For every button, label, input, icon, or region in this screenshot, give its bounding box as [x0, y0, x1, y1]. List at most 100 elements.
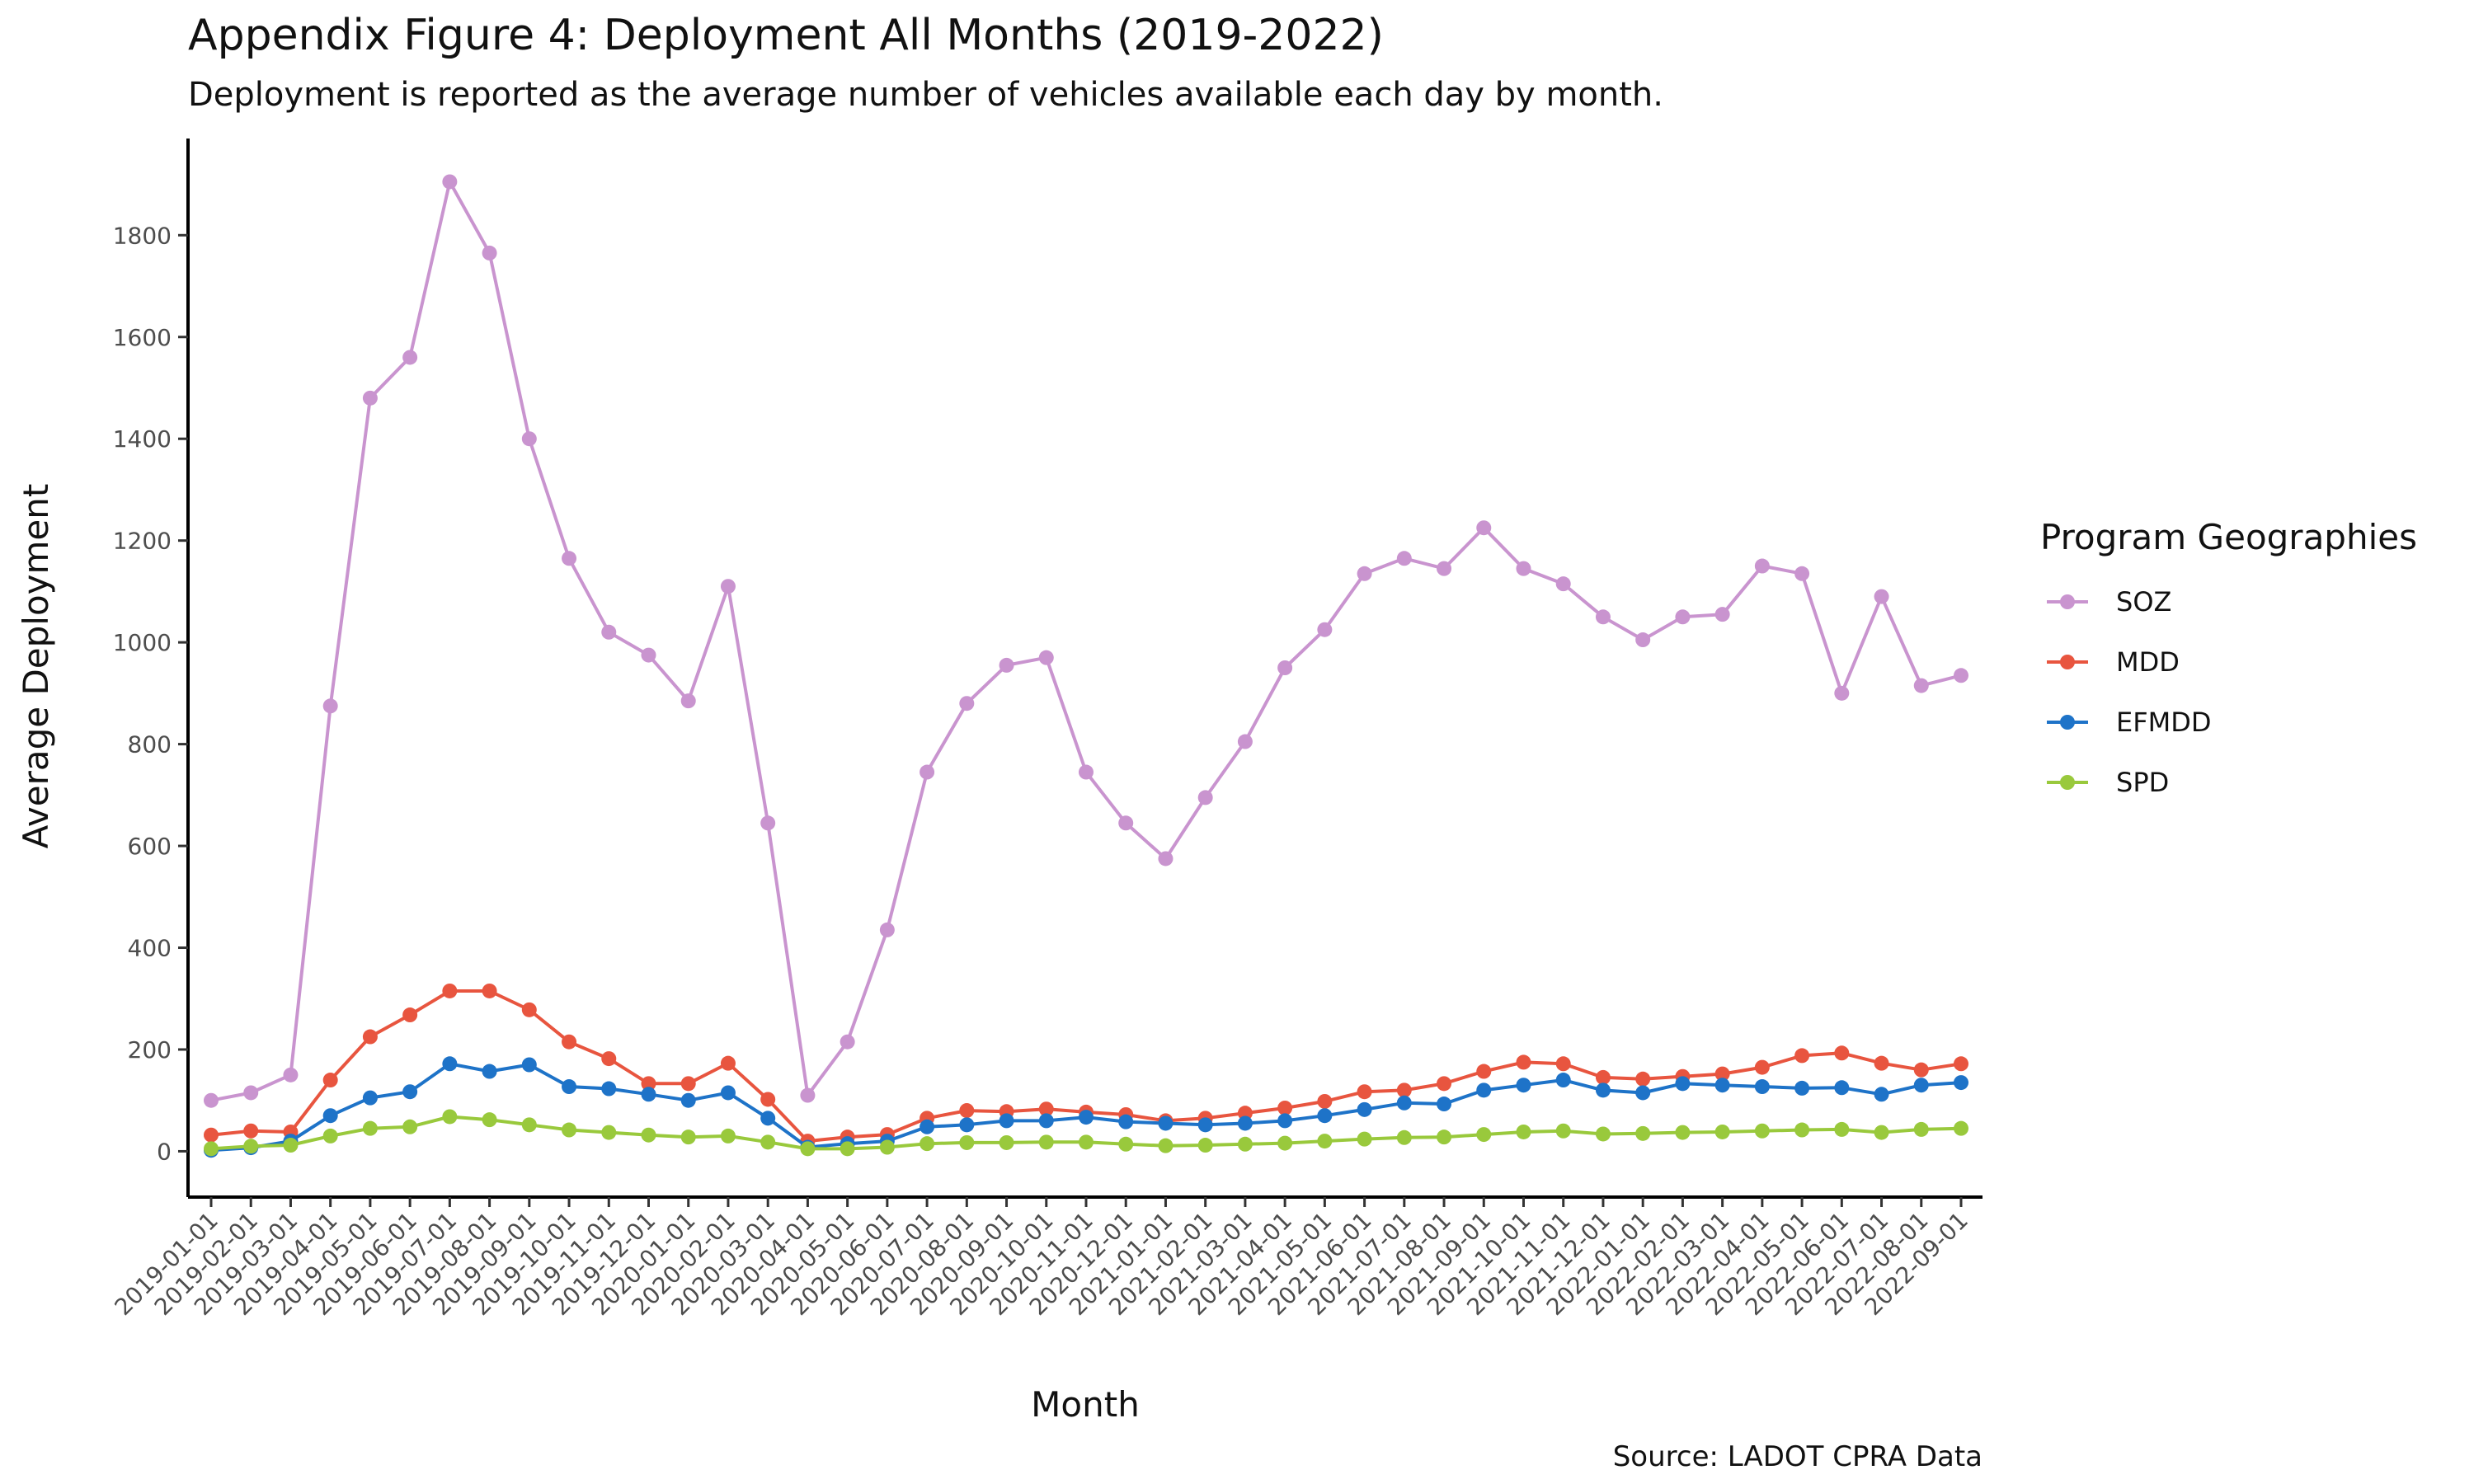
data-point-mdd	[402, 1007, 418, 1023]
data-point-spd	[1079, 1134, 1094, 1150]
data-point-mdd	[1595, 1069, 1611, 1085]
data-point-mdd	[243, 1123, 259, 1139]
data-point-spd	[680, 1129, 696, 1145]
data-point-efmdd	[1197, 1117, 1213, 1133]
data-point-soz	[1595, 609, 1611, 625]
data-point-spd	[760, 1134, 776, 1150]
data-point-spd	[1555, 1123, 1571, 1139]
data-point-mdd	[760, 1092, 776, 1107]
data-point-efmdd	[959, 1117, 975, 1133]
data-point-soz	[1197, 790, 1213, 805]
data-point-soz	[1516, 561, 1531, 576]
data-point-spd	[959, 1134, 975, 1150]
data-point-mdd	[1874, 1055, 1889, 1071]
data-point-soz	[1079, 764, 1094, 780]
legend-key-point	[2060, 775, 2075, 790]
data-point-spd	[1437, 1129, 1452, 1145]
data-point-efmdd	[1396, 1095, 1412, 1111]
data-point-efmdd	[1954, 1075, 1968, 1091]
data-point-efmdd	[402, 1084, 418, 1100]
legend: SOZ MDD EFMDD SPD	[2047, 586, 2212, 798]
legend-label-efmdd: EFMDD	[2116, 707, 2212, 738]
data-point-soz	[680, 693, 696, 709]
plot-area: 0200400600800100012001400160018002019-01…	[110, 139, 1982, 1321]
data-point-mdd	[1237, 1106, 1253, 1121]
data-point-soz	[1317, 622, 1333, 637]
y-tick-label: 1200	[113, 528, 172, 555]
data-point-soz	[243, 1085, 259, 1101]
data-point-soz	[1874, 589, 1889, 604]
data-point-efmdd	[1277, 1113, 1293, 1129]
data-point-spd	[562, 1122, 577, 1138]
data-point-mdd	[322, 1073, 338, 1088]
data-point-soz	[641, 647, 656, 663]
data-point-spd	[1277, 1135, 1293, 1151]
data-point-spd	[920, 1136, 935, 1152]
data-point-efmdd	[1079, 1110, 1094, 1125]
data-point-efmdd	[1158, 1115, 1174, 1131]
data-point-efmdd	[641, 1087, 656, 1102]
data-point-soz	[1635, 632, 1651, 648]
data-point-soz	[1277, 660, 1293, 675]
data-point-soz	[1675, 609, 1691, 625]
data-point-efmdd	[601, 1081, 617, 1097]
data-point-spd	[1197, 1138, 1213, 1153]
data-point-soz	[1476, 520, 1492, 536]
data-point-efmdd	[322, 1108, 338, 1124]
data-point-soz	[1913, 678, 1929, 693]
data-point-efmdd	[760, 1111, 776, 1126]
y-tick-label: 1800	[113, 222, 172, 249]
data-point-soz	[601, 624, 617, 640]
data-point-soz	[920, 764, 935, 780]
data-point-efmdd	[1357, 1101, 1372, 1117]
data-point-spd	[1317, 1134, 1333, 1149]
data-point-efmdd	[1675, 1076, 1691, 1092]
data-point-mdd	[482, 983, 497, 998]
data-point-efmdd	[1118, 1114, 1134, 1129]
data-point-mdd	[1317, 1093, 1333, 1109]
data-point-efmdd	[1714, 1078, 1730, 1093]
data-point-soz	[1158, 851, 1174, 866]
data-point-mdd	[521, 1002, 537, 1017]
data-point-mdd	[1277, 1100, 1293, 1115]
data-point-spd	[1874, 1125, 1889, 1140]
data-point-spd	[840, 1141, 855, 1157]
legend-key-point	[2060, 594, 2075, 609]
data-point-mdd	[1913, 1062, 1929, 1078]
data-point-efmdd	[1237, 1115, 1253, 1131]
data-point-efmdd	[521, 1057, 537, 1073]
data-point-efmdd	[442, 1056, 458, 1072]
data-point-spd	[800, 1141, 816, 1157]
legend-key-point	[2060, 715, 2075, 730]
x-axis-title: Month	[1031, 1384, 1140, 1425]
data-point-soz	[840, 1034, 855, 1050]
data-point-spd	[1714, 1124, 1730, 1139]
data-point-spd	[243, 1139, 259, 1154]
series-line-soz	[210, 180, 1962, 1102]
data-point-soz	[800, 1087, 816, 1103]
data-point-efmdd	[720, 1085, 736, 1101]
data-point-efmdd	[362, 1090, 378, 1106]
chart-title: Appendix Figure 4: Deployment All Months…	[188, 11, 1384, 60]
data-point-mdd	[1555, 1056, 1571, 1072]
data-point-efmdd	[1476, 1082, 1492, 1098]
data-point-mdd	[1754, 1059, 1770, 1075]
data-point-soz	[1237, 734, 1253, 749]
data-point-efmdd	[1038, 1113, 1054, 1129]
data-point-mdd	[601, 1051, 617, 1067]
data-point-soz	[521, 431, 537, 447]
data-point-spd	[1516, 1124, 1531, 1139]
legend-key-point	[2060, 655, 2075, 669]
data-point-efmdd	[482, 1064, 497, 1079]
chart-subtitle: Deployment is reported as the average nu…	[188, 76, 1663, 114]
data-point-soz	[362, 390, 378, 406]
source-caption: Source: LADOT CPRA Data	[1613, 1440, 1982, 1473]
y-tick-label: 400	[128, 935, 172, 962]
y-tick-label: 1600	[113, 324, 172, 351]
data-point-soz	[959, 696, 975, 711]
legend-label-soz: SOZ	[2116, 586, 2171, 618]
data-point-mdd	[680, 1076, 696, 1092]
data-point-mdd	[1834, 1045, 1850, 1061]
data-point-mdd	[1357, 1084, 1372, 1100]
